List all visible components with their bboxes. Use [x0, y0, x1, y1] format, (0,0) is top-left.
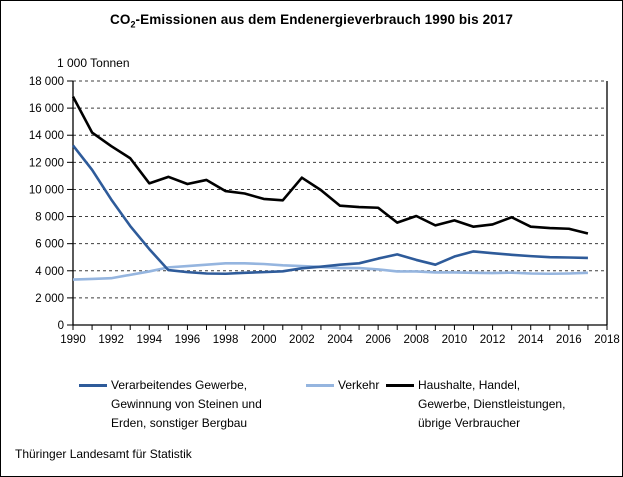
legend-label-haushalte: Haushalte, Handel, Gewerbe, Dienstleistu…	[418, 378, 566, 430]
legend-line-swatch-verarbeitendes-gewerbe	[79, 384, 107, 387]
svg-text:1998: 1998	[213, 334, 239, 346]
legend-line-swatch-verkehr	[306, 384, 334, 387]
chart-legend: Verarbeitendes Gewerbe, Gewinnung von St…	[1, 376, 622, 438]
y-axis-unit-label: 1 000 Tonnen	[57, 56, 130, 70]
svg-text:2010: 2010	[442, 334, 468, 346]
title-subscript: 2	[130, 19, 136, 30]
svg-text:10 000: 10 000	[29, 184, 64, 196]
svg-text:1994: 1994	[136, 334, 162, 346]
legend-line-swatch-haushalte	[386, 384, 414, 387]
legend-item-haushalte: Haushalte, Handel, Gewerbe, Dienstleistu…	[386, 376, 566, 433]
svg-text:6 000: 6 000	[35, 239, 64, 251]
svg-text:2008: 2008	[403, 334, 429, 346]
svg-text:18 000: 18 000	[29, 76, 64, 88]
svg-text:2018: 2018	[594, 334, 620, 346]
co2-line-chart: 0 2 000 4 000 6 000 8 000 10 000 12 000 14 000 1…	[29, 76, 620, 346]
svg-text:1992: 1992	[98, 334, 124, 346]
svg-text:14 000: 14 000	[29, 130, 64, 142]
title-suffix: -Emissionen aus dem Endenergieverbrauch …	[135, 12, 514, 27]
svg-text:1990: 1990	[60, 334, 86, 346]
legend-item-verkehr: Verkehr	[306, 376, 380, 395]
svg-text:2016: 2016	[556, 334, 582, 346]
legend-label-verkehr: Verkehr	[338, 378, 380, 392]
source-attribution: Thüringer Landesamt für Statistik	[15, 447, 192, 461]
svg-text:2002: 2002	[289, 334, 315, 346]
svg-text:0: 0	[58, 320, 64, 332]
svg-text:1996: 1996	[175, 334, 201, 346]
svg-text:8 000: 8 000	[35, 212, 64, 224]
svg-text:2012: 2012	[480, 334, 506, 346]
svg-text:12 000: 12 000	[29, 157, 64, 169]
svg-text:4 000: 4 000	[35, 266, 64, 278]
legend-item-verarbeitendes-gewerbe: Verarbeitendes Gewerbe, Gewinnung von St…	[79, 376, 262, 433]
svg-text:2 000: 2 000	[35, 293, 64, 305]
svg-text:2014: 2014	[518, 334, 544, 346]
chart-title: CO2-Emissionen aus dem Endenergieverbrau…	[1, 12, 622, 30]
legend-label-verarbeitendes-gewerbe: Verarbeitendes Gewerbe, Gewinnung von St…	[111, 378, 262, 430]
svg-text:2004: 2004	[327, 334, 353, 346]
title-prefix: CO	[109, 12, 131, 27]
svg-text:2000: 2000	[251, 334, 277, 346]
svg-text:16 000: 16 000	[29, 103, 64, 115]
svg-text:2006: 2006	[365, 334, 391, 346]
